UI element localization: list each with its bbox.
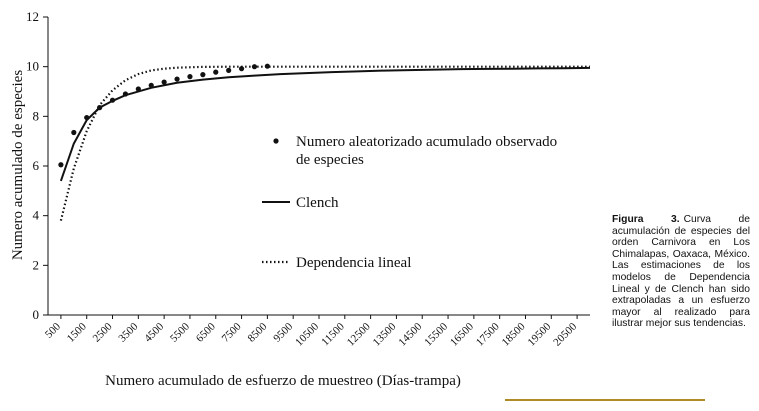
y-tick-label: 6 (33, 158, 40, 173)
species-accumulation-chart: 0 2 4 6 8 10 12 500 1500 2500 3500 4500 5500 6500 750… (10, 9, 591, 389)
y-tick-label: 8 (33, 108, 40, 123)
legend-label-linear-dependence: Dependencia lineal (296, 255, 411, 271)
x-tick-label: 16500 (448, 320, 476, 348)
y-tick-label: 0 (33, 307, 40, 322)
x-tick-label: 7500 (220, 320, 244, 344)
x-axis-title: Numero acumulado de esfuerzo de muestreo… (105, 373, 461, 389)
x-tick-label: 19500 (525, 320, 553, 348)
y-tick-label: 4 (33, 208, 40, 223)
y-tick-label: 12 (26, 9, 39, 24)
linear-dependence-series-line (59, 65, 590, 221)
x-axis: 500 1500 2500 3500 4500 5500 6500 7500 8500 95001… (43, 314, 590, 349)
x-tick-label: 13500 (371, 320, 399, 348)
x-tick-label: 500 (43, 320, 64, 341)
observed-species-point (238, 66, 245, 72)
legend: Numero aleatorizado acumulado observado d… (262, 134, 557, 271)
legend-marker-observed (273, 138, 279, 144)
series-layer (58, 63, 591, 221)
x-tick-label: 18500 (500, 320, 528, 348)
x-tick-label: 15500 (422, 320, 450, 348)
y-axis: 0 2 4 6 8 10 12 (26, 9, 49, 322)
observed-species-point (226, 67, 232, 73)
observed-species-point (58, 162, 64, 168)
x-tick-label: 14500 (396, 320, 424, 348)
observed-species-point (187, 74, 193, 80)
figure-caption: Figura 3. Curva de acumulación de especie… (612, 214, 750, 330)
clench-series-line (59, 66, 591, 182)
x-tick-label: 9500 (271, 320, 295, 344)
x-tick-label: 11500 (319, 320, 347, 348)
observed-species-point (174, 76, 180, 82)
observed-species-point (71, 129, 77, 136)
x-tick-label: 1500 (65, 320, 89, 344)
x-tick-label: 3500 (116, 320, 140, 344)
caption-label: Figura 3. (612, 214, 680, 225)
observed-species-point (161, 79, 167, 85)
x-tick-label: 4500 (142, 320, 166, 344)
x-tick-label: 12500 (345, 320, 373, 348)
legend-label-observed-line2: de especies (296, 152, 364, 168)
legend-label-clench: Clench (296, 195, 339, 211)
caption-text: Curva de acumulación de especies del ord… (612, 214, 750, 330)
y-axis-title: Numero acumulado de especies (10, 70, 26, 261)
decorative-underline (505, 399, 705, 401)
x-tick-label: 2500 (91, 320, 115, 344)
x-tick-label: 10500 (293, 320, 321, 348)
x-tick-label: 20500 (551, 320, 579, 348)
y-tick-label: 2 (33, 257, 40, 272)
y-tick-label: 10 (26, 59, 39, 74)
legend-label-observed: Numero aleatorizado acumulado observado (296, 134, 557, 150)
x-tick-label: 6500 (194, 320, 218, 344)
observed-species-point (213, 69, 219, 75)
x-tick-label: 8500 (245, 320, 269, 344)
observed-species-point (200, 72, 206, 78)
x-tick-label: 17500 (474, 320, 502, 348)
x-tick-label: 5500 (168, 320, 192, 344)
